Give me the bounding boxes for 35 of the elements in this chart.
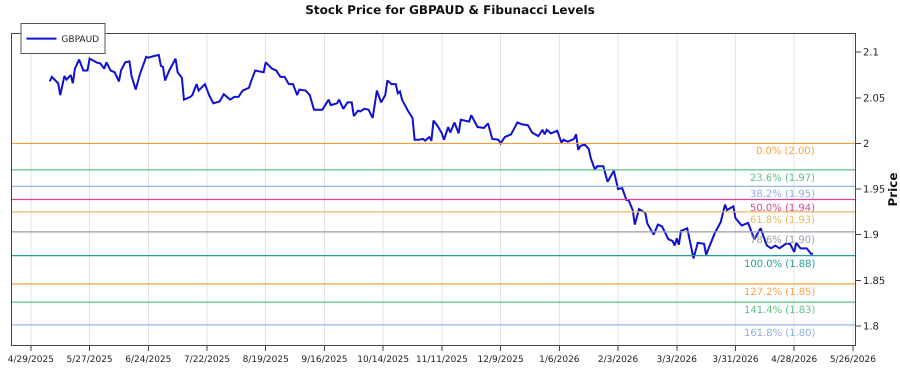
x-tick-label: 6/24/2025 xyxy=(125,354,172,365)
x-tick-label: 1/6/2026 xyxy=(539,354,580,365)
y-tick-label: 1.95 xyxy=(863,184,886,196)
x-tick-label: 4/28/2026 xyxy=(771,354,818,365)
x-tick-label: 3/31/2026 xyxy=(712,354,759,365)
x-tick-label: 2/3/2026 xyxy=(598,354,639,365)
x-tick-label: 8/19/2025 xyxy=(242,354,289,365)
x-tick-label: 9/16/2025 xyxy=(301,354,348,365)
ref-line-label: 38.2% (1.95) xyxy=(750,189,816,200)
y-tick-label: 2 xyxy=(863,138,870,150)
chart-title: Stock Price for GBPAUD & Fibunacci Levels xyxy=(305,3,595,18)
x-tick-label: 3/3/2026 xyxy=(656,354,698,365)
x-tick-label: 12/9/2025 xyxy=(478,354,524,365)
ref-line-label: 61.8% (1.93) xyxy=(750,215,816,226)
ref-line-label: 23.6% (1.97) xyxy=(750,173,816,184)
ref-line-label: 100.0% (1.88) xyxy=(744,259,816,270)
x-tick-label: 4/29/2025 xyxy=(8,354,54,365)
x-tick-label: 11/11/2025 xyxy=(416,354,468,365)
x-tick-label: 5/26/2026 xyxy=(830,354,876,365)
x-tick-label: 5/27/2025 xyxy=(66,354,113,365)
ref-line-label: 141.4% (1.83) xyxy=(744,305,816,316)
ref-line-label: 161.8% (1.80) xyxy=(744,328,816,339)
y-axis-title: Price xyxy=(886,172,900,207)
x-tick-label: 7/22/2025 xyxy=(184,354,230,365)
line-series xyxy=(48,54,814,260)
ref-line-label: 50.0% (1.94) xyxy=(750,203,816,214)
ref-line-label: 127.2% (1.85) xyxy=(744,287,816,298)
ref-line-label: 0.0% (2.00) xyxy=(756,146,815,157)
legend-label: GBPAUD xyxy=(61,35,100,46)
y-tick-label: 1.85 xyxy=(863,276,886,287)
y-tick-label: 1.9 xyxy=(863,230,879,242)
y-tick-label: 2.05 xyxy=(863,93,886,104)
y-tick-label: 2.1 xyxy=(863,48,879,59)
x-tick-label: 10/14/2025 xyxy=(357,354,410,365)
y-tick-label: 1.8 xyxy=(863,321,879,332)
